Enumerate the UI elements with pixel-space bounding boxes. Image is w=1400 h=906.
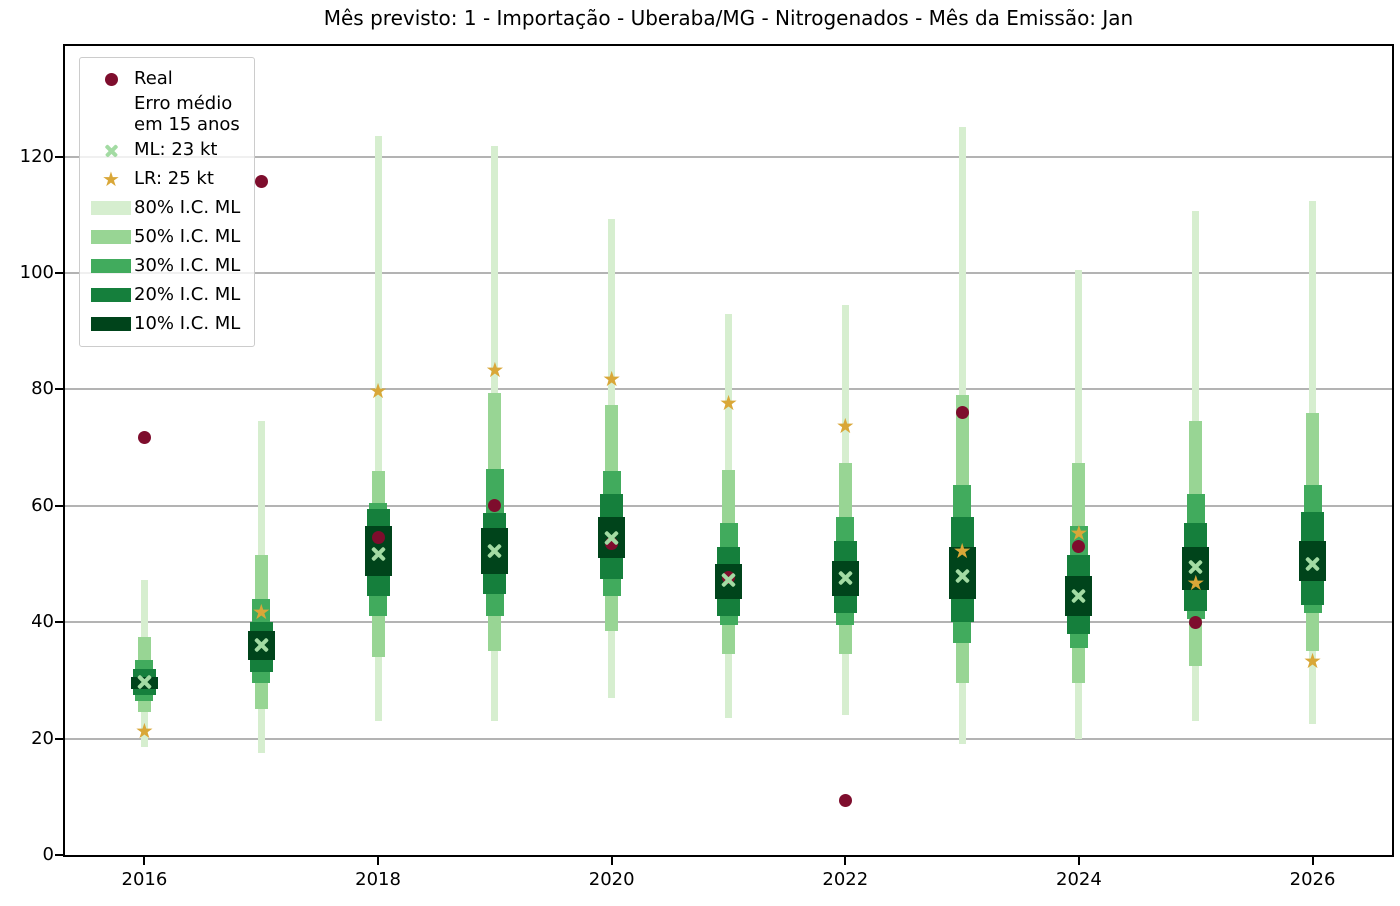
legend-item: Erro médio em 15 anos: [88, 93, 240, 136]
lr-marker: ★: [1303, 649, 1322, 674]
ml-marker: [954, 567, 971, 584]
chart-title: Mês previsto: 1 - Importação - Uberaba/M…: [323, 6, 1134, 30]
x-tick-label: 2016: [121, 869, 168, 890]
real-marker: [254, 175, 268, 189]
y-tick-mark: [55, 621, 63, 624]
y-tick-mark: [55, 155, 63, 158]
legend-item-label: 30% I.C. ML: [134, 254, 241, 276]
x-tick-mark: [610, 857, 613, 865]
x-tick-label: 2020: [588, 869, 635, 890]
legend-circle-marker: [88, 73, 134, 86]
lr-marker: ★: [952, 538, 972, 563]
legend-item: 80% I.C. ML: [88, 194, 240, 223]
x-icon: [104, 143, 119, 158]
real-marker: [1189, 615, 1203, 629]
legend-x-marker: [88, 143, 134, 158]
legend-patch-marker: [88, 230, 134, 245]
legend-item-label: Real: [134, 68, 173, 90]
legend-item: 30% I.C. ML: [88, 252, 240, 281]
x-tick-mark: [844, 857, 847, 865]
legend-item-label: 20% I.C. ML: [134, 283, 241, 305]
lr-marker: ★: [1186, 570, 1206, 595]
y-tick-mark: [55, 504, 63, 507]
x-tick-label: 2022: [822, 869, 869, 890]
legend-patch-marker: [88, 288, 134, 303]
y-tick-mark: [55, 854, 63, 856]
legend-item: ★ LR: 25 kt: [88, 165, 240, 194]
gridline: [65, 271, 1392, 274]
legend-item-label: LR: 25 kt: [134, 167, 214, 189]
legend-item-label: 50% I.C. ML: [134, 225, 241, 247]
ml-marker: [370, 546, 387, 563]
ml-marker: [1304, 555, 1321, 572]
y-tick-label: 40: [31, 611, 54, 633]
y-tick-label: 20: [31, 727, 54, 749]
lr-marker: ★: [251, 599, 271, 624]
lr-marker: ★: [1069, 521, 1089, 546]
lr-marker: ★: [835, 414, 855, 439]
real-marker: [955, 406, 969, 420]
y-tick-mark: [55, 737, 63, 740]
legend-patch-marker: [88, 259, 134, 274]
y-tick-mark: [55, 388, 63, 391]
legend-item-label: ML: 23 kt: [134, 138, 218, 160]
real-marker: [371, 531, 385, 545]
x-tick-mark: [1077, 857, 1080, 865]
ml-marker: [1070, 588, 1087, 605]
real-marker: [137, 431, 151, 445]
x-tick-label: 2024: [1056, 869, 1102, 890]
ci-patch-icon: [91, 230, 131, 245]
y-tick-label: 120: [19, 145, 54, 167]
real-marker: [838, 794, 852, 808]
ml-marker: [837, 569, 854, 586]
gridline: [65, 155, 1392, 158]
legend-item: 10% I.C. ML: [88, 310, 240, 339]
y-tick-label: 80: [31, 378, 54, 400]
ci-patch-icon: [91, 317, 131, 332]
gridline: [65, 737, 1392, 740]
ml-marker: [603, 529, 620, 546]
ml-marker: [1187, 558, 1204, 575]
ml-marker: [486, 542, 503, 559]
lr-marker: ★: [368, 378, 388, 403]
legend-item-label: 10% I.C. ML: [134, 312, 241, 334]
real-dot-icon: [104, 73, 118, 86]
real-marker: [1072, 540, 1086, 554]
plot-area: ★ ★ ★ ★ ★ ★ ★ ★ ★ ★ ★ Real Erro médio em 15 anos ML: …: [63, 44, 1394, 857]
legend-item-label: 80% I.C. ML: [134, 196, 241, 218]
y-tick-label: 60: [31, 494, 54, 516]
ml-marker: [720, 571, 737, 588]
lr-marker: ★: [602, 367, 622, 392]
x-tick-label: 2026: [1289, 869, 1336, 890]
legend-item: ML: 23 kt: [88, 136, 240, 165]
star-icon: ★: [102, 167, 120, 192]
legend-item: 20% I.C. ML: [88, 281, 240, 310]
ci-patch-icon: [91, 288, 131, 303]
x-tick-mark: [1311, 857, 1314, 865]
legend-star-marker: ★: [88, 169, 134, 189]
legend-item: Real: [88, 65, 240, 94]
x-tick-mark: [143, 857, 146, 865]
x-tick-mark: [377, 857, 380, 865]
real-marker: [488, 499, 502, 513]
ci-patch-icon: [91, 201, 131, 216]
lr-marker: ★: [135, 719, 154, 744]
lr-marker: ★: [719, 391, 738, 416]
ci-patch-icon: [91, 259, 131, 274]
ml-marker: [253, 637, 270, 654]
ml-marker: [136, 674, 153, 691]
y-tick-label: 100: [19, 261, 54, 283]
legend-item: 50% I.C. ML: [88, 223, 240, 252]
ci-bar-80: [374, 136, 382, 722]
legend-patch-marker: [88, 201, 134, 216]
legend-item-label: Erro médio em 15 anos: [134, 93, 240, 135]
legend-patch-marker: [88, 317, 134, 332]
lr-marker: ★: [485, 358, 505, 383]
y-tick-label: 0: [42, 844, 54, 865]
y-tick-mark: [55, 271, 63, 274]
x-tick-label: 2018: [355, 869, 401, 890]
legend: Real Erro médio em 15 anos ML: 23 kt ★ LR: 2…: [79, 57, 256, 347]
